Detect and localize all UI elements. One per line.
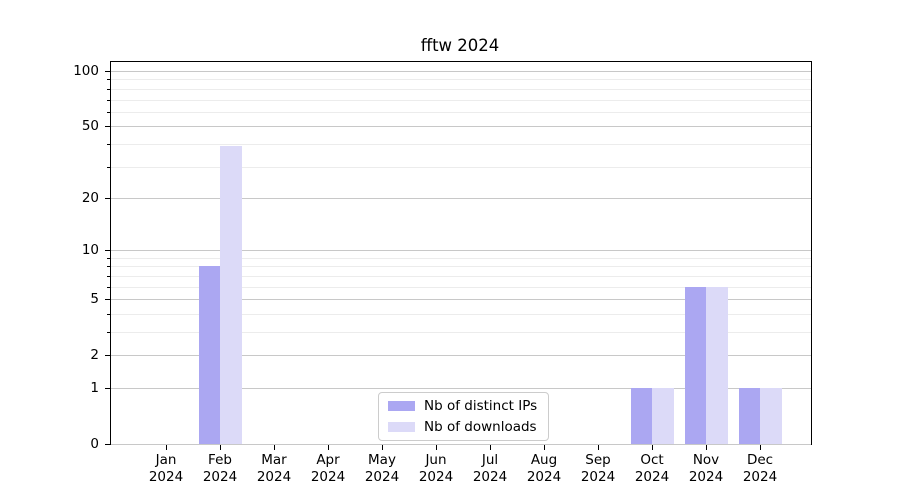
gridline-minor xyxy=(111,313,811,315)
y-minor-tick-mark xyxy=(107,111,110,113)
y-tick-label: 100 xyxy=(73,63,99,80)
y-minor-tick-mark xyxy=(107,88,110,90)
gridline-minor xyxy=(111,166,811,168)
gridline-minor xyxy=(111,143,811,145)
gridline-minor xyxy=(111,286,811,288)
gridline-major xyxy=(111,126,811,128)
x-tick-mark xyxy=(220,445,221,450)
y-tick-mark xyxy=(105,250,110,252)
y-tick-mark xyxy=(105,299,110,301)
gridline-minor xyxy=(111,88,811,90)
bar-distinct-ips-dec xyxy=(738,387,760,444)
gridline-minor xyxy=(111,79,811,81)
y-minor-tick-mark xyxy=(107,257,110,259)
y-minor-tick-mark xyxy=(107,266,110,268)
y-tick-label: 2 xyxy=(90,347,99,364)
plot-area xyxy=(110,61,812,445)
gridline-minor xyxy=(111,257,811,259)
x-tick-mark xyxy=(652,445,653,450)
x-tick-mark xyxy=(274,445,275,450)
x-tick-mark xyxy=(490,445,491,450)
y-minor-tick-mark xyxy=(107,286,110,288)
chart-title: fftw 2024 xyxy=(420,36,500,55)
y-tick-label: 1 xyxy=(90,379,99,396)
y-minor-tick-mark xyxy=(107,166,110,168)
x-tick-label-feb: Feb 2024 xyxy=(202,452,238,485)
gridline-major xyxy=(111,250,811,252)
y-tick-mark xyxy=(105,71,110,73)
legend-item-distinct-ips: Nb of distinct IPs xyxy=(388,398,537,414)
y-tick-label: 50 xyxy=(81,118,99,135)
bar-distinct-ips-nov xyxy=(684,286,706,444)
x-tick-mark xyxy=(436,445,437,450)
x-tick-label-nov: Nov 2024 xyxy=(688,452,724,485)
legend-swatch-distinct-ips xyxy=(388,401,415,411)
x-tick-label-sep: Sep 2024 xyxy=(580,452,616,485)
y-minor-tick-mark xyxy=(107,313,110,315)
y-minor-tick-mark xyxy=(107,79,110,81)
x-tick-label-apr: Apr 2024 xyxy=(310,452,346,485)
x-tick-mark xyxy=(544,445,545,450)
gridline-major xyxy=(111,387,811,389)
x-tick-label-jan: Jan 2024 xyxy=(148,452,184,485)
y-minor-tick-mark xyxy=(107,275,110,277)
y-tick-mark xyxy=(105,126,110,128)
gridline-minor xyxy=(111,331,811,333)
gridline-major xyxy=(111,444,811,445)
legend-label-distinct-ips: Nb of distinct IPs xyxy=(424,398,538,414)
y-tick-label: 20 xyxy=(81,189,99,206)
y-minor-tick-mark xyxy=(107,331,110,333)
y-tick-label: 5 xyxy=(90,291,99,308)
y-minor-tick-mark xyxy=(107,99,110,101)
x-tick-mark xyxy=(706,445,707,450)
y-tick-mark xyxy=(105,355,110,357)
gridline-major xyxy=(111,355,811,357)
legend: Nb of distinct IPs Nb of downloads xyxy=(378,392,550,441)
gridline-minor xyxy=(111,111,811,113)
x-tick-mark xyxy=(598,445,599,450)
y-tick-mark xyxy=(105,387,110,389)
bar-downloads-oct xyxy=(652,387,674,444)
bar-distinct-ips-feb xyxy=(198,266,220,444)
x-tick-label-oct: Oct 2024 xyxy=(634,452,670,485)
x-tick-mark xyxy=(382,445,383,450)
gridline-major xyxy=(111,299,811,301)
x-tick-label-jul: Jul 2024 xyxy=(472,452,508,485)
gridline-minor xyxy=(111,99,811,101)
bar-downloads-dec xyxy=(760,387,782,444)
x-tick-mark xyxy=(760,445,761,450)
y-tick-label: 0 xyxy=(90,436,99,452)
x-tick-label-may: May 2024 xyxy=(364,452,400,485)
x-tick-label-jun: Jun 2024 xyxy=(418,452,454,485)
y-tick-mark xyxy=(105,444,110,445)
gridline-major xyxy=(111,197,811,199)
x-tick-label-dec: Dec 2024 xyxy=(742,452,778,485)
gridline-minor xyxy=(111,275,811,277)
x-tick-label-mar: Mar 2024 xyxy=(256,452,292,485)
bar-distinct-ips-oct xyxy=(630,387,652,444)
gridline-major xyxy=(111,71,811,73)
y-minor-tick-mark xyxy=(107,143,110,145)
legend-swatch-downloads xyxy=(388,422,415,432)
legend-label-downloads: Nb of downloads xyxy=(424,419,537,435)
bar-downloads-nov xyxy=(706,286,728,444)
y-tick-label: 10 xyxy=(81,242,99,259)
x-tick-mark xyxy=(166,445,167,450)
y-tick-mark xyxy=(105,197,110,199)
x-tick-mark xyxy=(328,445,329,450)
x-tick-label-aug: Aug 2024 xyxy=(526,452,562,485)
gridline-minor xyxy=(111,266,811,268)
legend-item-downloads: Nb of downloads xyxy=(388,419,537,435)
bar-downloads-feb xyxy=(220,145,242,444)
